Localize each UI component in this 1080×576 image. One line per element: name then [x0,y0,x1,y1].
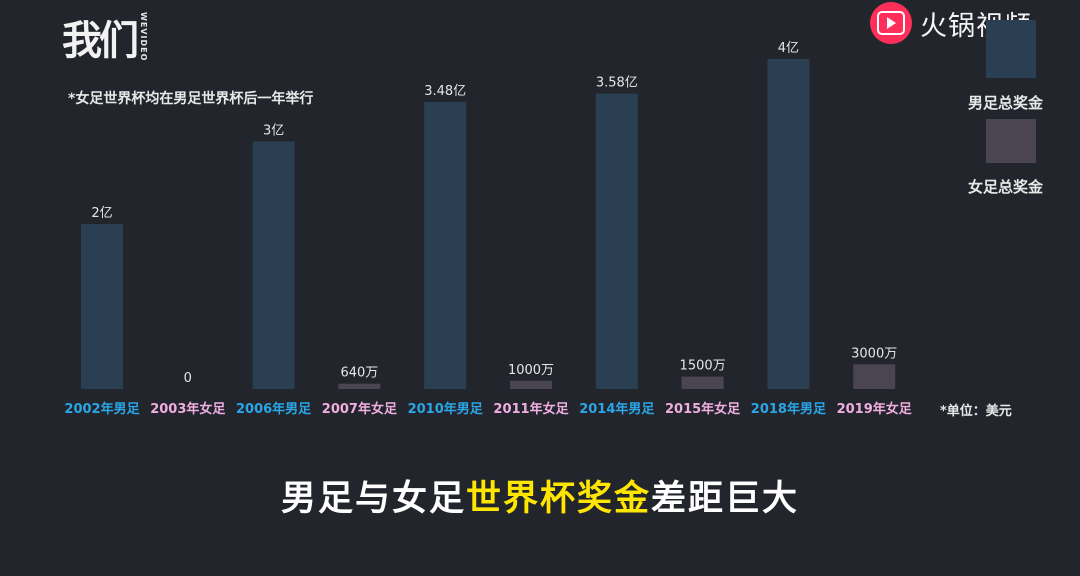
bar-6 [596,94,638,389]
value-label-9: 3000万 [851,346,897,361]
unit-note: *单位：美元 [940,400,1012,419]
bar-3 [338,384,380,389]
value-label-7: 1500万 [680,359,726,374]
category-label-5: 2011年女足 [493,401,569,417]
bar-9 [853,364,895,389]
caption-highlight: 世界杯奖金 [466,479,651,519]
bar-2 [253,142,295,390]
value-label-0: 2亿 [91,206,112,221]
value-label-6: 3.58亿 [596,76,638,91]
category-label-0: 2002年男足 [64,401,140,417]
category-label-3: 2007年女足 [322,401,398,417]
category-label-1: 2003年女足 [150,401,226,417]
category-label-8: 2018年男足 [751,401,827,417]
bar-8 [767,59,809,389]
bar-4 [424,102,466,389]
value-label-4: 3.48亿 [424,84,466,99]
category-label-7: 2015年女足 [665,401,741,417]
caption-part1: 男足与女足 [281,479,466,519]
caption: 男足与女足世界杯奖金差距巨大 [0,470,1080,521]
bar-0 [81,224,123,389]
value-label-3: 640万 [340,366,378,381]
category-label-9: 2019年女足 [837,401,913,417]
value-label-1: 0 [184,371,192,386]
value-label-5: 1000万 [508,363,554,378]
category-label-6: 2014年男足 [579,401,655,417]
category-label-2: 2006年男足 [236,401,312,417]
value-label-8: 4亿 [778,41,799,56]
value-label-2: 3亿 [263,124,284,139]
caption-part2: 差距巨大 [651,479,799,519]
category-label-4: 2010年男足 [408,401,484,417]
bar-7 [682,377,724,389]
bar-5 [510,381,552,389]
